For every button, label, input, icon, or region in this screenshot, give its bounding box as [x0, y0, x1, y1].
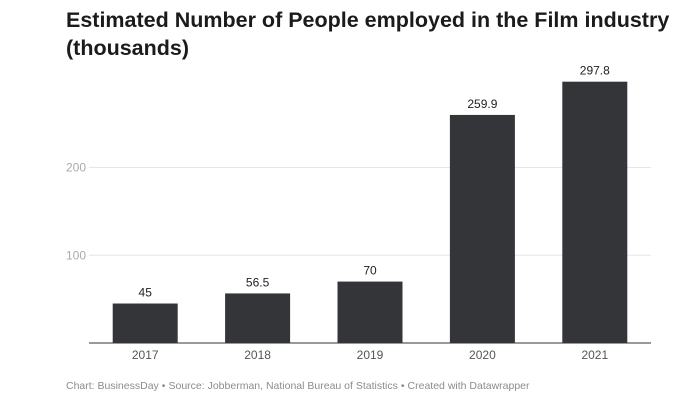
data-label-2019: 70 — [363, 264, 377, 278]
created-with: Created with Datawrapper — [407, 380, 530, 392]
labels: 100 200 45 2017 56.5 2018 70 2019 259.9 2020 297.8… — [66, 64, 610, 362]
bar-2020 — [449, 114, 515, 344]
gridlines — [89, 167, 651, 256]
footer-separator: • — [161, 380, 166, 392]
data-label-2017: 45 — [139, 286, 153, 300]
chart-source: Source: Jobberman, National Bureau of St… — [168, 380, 398, 392]
data-label-2021: 297.8 — [580, 64, 610, 78]
y-tick-label-200: 200 — [66, 161, 86, 175]
x-tick-label-2017: 2017 — [132, 348, 159, 362]
bar-2017 — [112, 303, 178, 343]
bar-2021 — [562, 81, 628, 344]
data-label-2018: 56.5 — [246, 275, 270, 289]
x-tick-label-2019: 2019 — [357, 348, 384, 362]
bar-2018 — [225, 293, 291, 343]
x-tick-label-2021: 2021 — [581, 348, 608, 362]
bars — [89, 81, 651, 344]
chart-footer: Chart: BusinessDay • Source: Jobberman, Na… — [66, 380, 530, 392]
chart-credit: Chart: BusinessDay — [66, 380, 159, 392]
footer-separator: • — [400, 380, 405, 392]
data-label-2020: 259.9 — [467, 97, 497, 111]
x-tick-label-2020: 2020 — [469, 348, 496, 362]
y-tick-label-100: 100 — [66, 248, 86, 262]
chart-title: Estimated Number of People employed in t… — [66, 8, 670, 60]
bar-2019 — [337, 281, 403, 343]
x-tick-label-2018: 2018 — [244, 348, 271, 362]
